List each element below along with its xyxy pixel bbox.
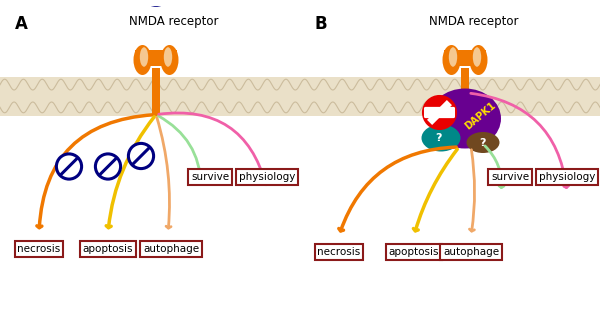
Text: apoptosis: apoptosis [83,244,133,254]
Ellipse shape [161,45,179,75]
Ellipse shape [467,132,499,153]
Ellipse shape [164,47,172,67]
Circle shape [142,0,170,5]
Ellipse shape [421,124,461,152]
Text: necrosis: necrosis [317,247,361,257]
Text: survive: survive [491,172,529,182]
Text: autophage: autophage [143,244,199,254]
FancyBboxPatch shape [444,50,486,66]
Text: ?: ? [480,138,486,148]
FancyBboxPatch shape [135,50,177,66]
Text: ?: ? [435,133,441,143]
Polygon shape [427,100,452,125]
FancyBboxPatch shape [424,107,455,118]
Circle shape [423,96,456,129]
Ellipse shape [429,89,501,149]
FancyBboxPatch shape [461,93,469,115]
Ellipse shape [470,45,487,75]
Ellipse shape [473,47,481,67]
Text: NMDA receptor: NMDA receptor [429,15,519,28]
Circle shape [56,154,82,179]
Ellipse shape [133,45,151,75]
Text: necrosis: necrosis [17,244,61,254]
Text: DAPK1: DAPK1 [463,100,497,131]
Text: apoptosis: apoptosis [389,247,439,257]
FancyBboxPatch shape [294,76,600,115]
Text: A: A [15,15,28,33]
Text: autophage: autophage [443,247,499,257]
Text: NMDA receptor: NMDA receptor [129,15,219,28]
Ellipse shape [449,47,457,67]
Circle shape [128,144,154,168]
Circle shape [95,154,121,179]
FancyBboxPatch shape [152,67,160,95]
Ellipse shape [443,45,461,75]
Text: physiology: physiology [239,172,295,182]
Text: B: B [315,15,328,33]
FancyBboxPatch shape [0,76,306,115]
Ellipse shape [140,47,148,67]
FancyBboxPatch shape [461,67,469,95]
Text: physiology: physiology [539,172,595,182]
Text: survive: survive [191,172,229,182]
FancyBboxPatch shape [152,93,160,115]
